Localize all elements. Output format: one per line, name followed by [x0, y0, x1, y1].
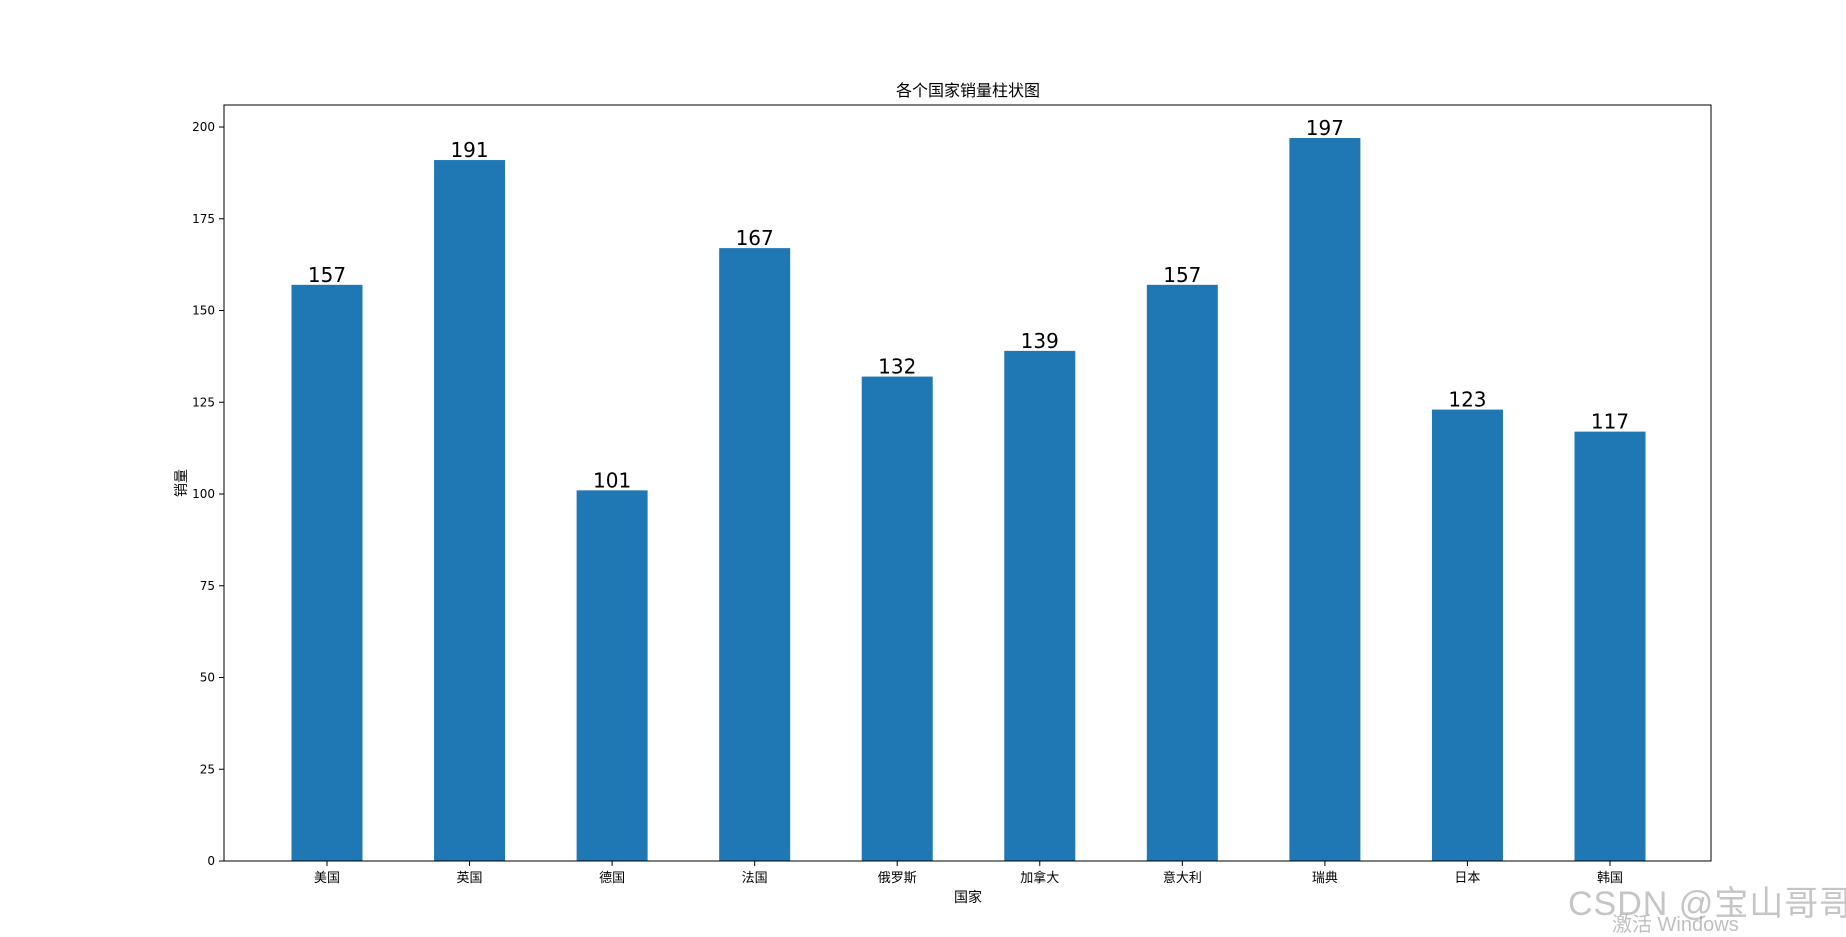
- bar-value-label: 197: [1306, 116, 1344, 140]
- x-tick-label: 瑞典: [1312, 871, 1338, 886]
- plot-frame: [223, 104, 1712, 862]
- bar: [1574, 431, 1646, 861]
- bar: [1004, 350, 1076, 861]
- bar: [576, 490, 648, 861]
- x-tick-label: 俄罗斯: [878, 871, 917, 886]
- value-labels-group: 157 191 101 167 132 139 157 197 123 117: [308, 116, 1629, 492]
- x-tick-label: 英国: [457, 871, 483, 886]
- x-axis-ticks: 美国 英国 德国 法国 俄罗斯 加拿大 意大利 瑞典 日本 韩国: [314, 861, 1623, 886]
- chart-title: 各个国家销量柱状图: [896, 81, 1040, 100]
- y-tick-label: 125: [192, 395, 215, 409]
- bar-value-label: 157: [1163, 263, 1201, 287]
- bar-value-label: 139: [1021, 329, 1059, 353]
- x-tick-label: 日本: [1454, 871, 1480, 886]
- windows-activation-notice: 激活 Windows: [1612, 914, 1739, 936]
- y-tick-label: 25: [200, 762, 215, 776]
- y-tick-label: 100: [192, 487, 215, 501]
- x-tick-label: 德国: [599, 871, 625, 886]
- bar: [719, 248, 791, 861]
- bar: [291, 284, 363, 862]
- csdn-watermark: CSDN @宝山哥哥: [1568, 885, 1846, 923]
- bar: [1431, 409, 1503, 861]
- bar-value-label: 167: [736, 226, 774, 250]
- bars-group: [291, 138, 1646, 862]
- y-axis-ticks: 0 25 50 75 100 125 150 175 200: [192, 120, 224, 868]
- bar: [1146, 284, 1218, 862]
- y-tick-label: 0: [207, 854, 215, 868]
- y-tick-label: 50: [200, 671, 215, 685]
- bar-value-label: 117: [1591, 410, 1629, 434]
- x-tick-label: 意大利: [1163, 870, 1202, 886]
- x-tick-label: 法国: [742, 871, 768, 886]
- bar: [434, 160, 506, 862]
- x-tick-label: 美国: [314, 871, 340, 886]
- bar: [1289, 138, 1361, 861]
- y-tick-label: 150: [192, 304, 215, 318]
- bar-value-label: 157: [308, 263, 346, 287]
- x-tick-label: 韩国: [1597, 871, 1623, 886]
- x-axis-label: 国家: [954, 889, 982, 906]
- y-axis-label: 销量: [174, 469, 190, 497]
- bar-value-label: 101: [593, 468, 631, 492]
- bar-value-label: 123: [1448, 388, 1486, 412]
- y-tick-label: 200: [192, 120, 215, 134]
- x-tick-label: 加拿大: [1020, 870, 1059, 886]
- bar: [861, 376, 933, 861]
- y-tick-label: 175: [192, 212, 215, 226]
- bar-value-label: 132: [878, 355, 916, 379]
- y-tick-label: 75: [200, 579, 215, 593]
- bar-value-label: 191: [450, 138, 488, 162]
